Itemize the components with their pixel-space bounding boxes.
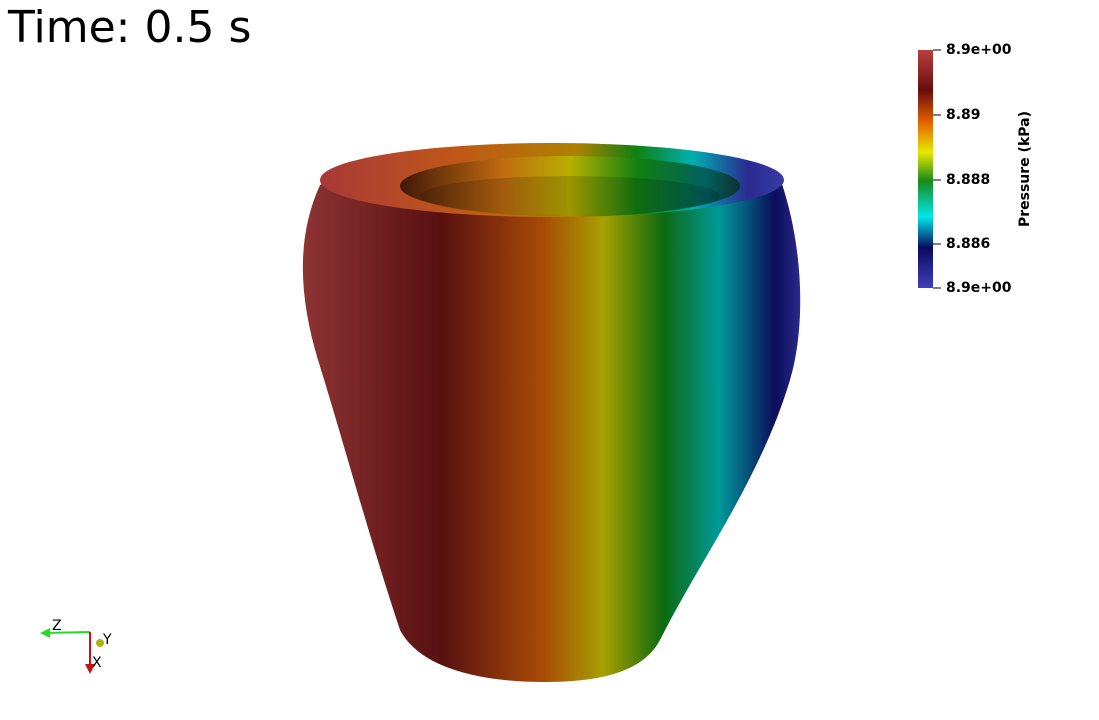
axis-label: Z [52, 618, 62, 634]
tick-label: 8.89 [946, 107, 981, 123]
tick-label: 8.888 [946, 172, 990, 188]
tick-marks [933, 49, 941, 289]
axis-label: Y [102, 632, 112, 648]
tick-label: 8.9e+00 [946, 280, 1012, 296]
orientation-axes: Z Y X [40, 618, 112, 674]
tick-label: 8.886 [946, 236, 990, 252]
color-legend: 8.9e+00 8.89 8.888 8.886 8.9e+00 Pressur… [918, 42, 1033, 296]
axis-label: X [92, 655, 102, 671]
color-bar [918, 50, 933, 288]
ventricle-mesh [302, 143, 801, 682]
tick-label: 8.9e+00 [946, 42, 1012, 58]
colorbar-title: Pressure (kPa) [1017, 111, 1033, 227]
time-label: Time: 0.5 s [7, 2, 251, 53]
